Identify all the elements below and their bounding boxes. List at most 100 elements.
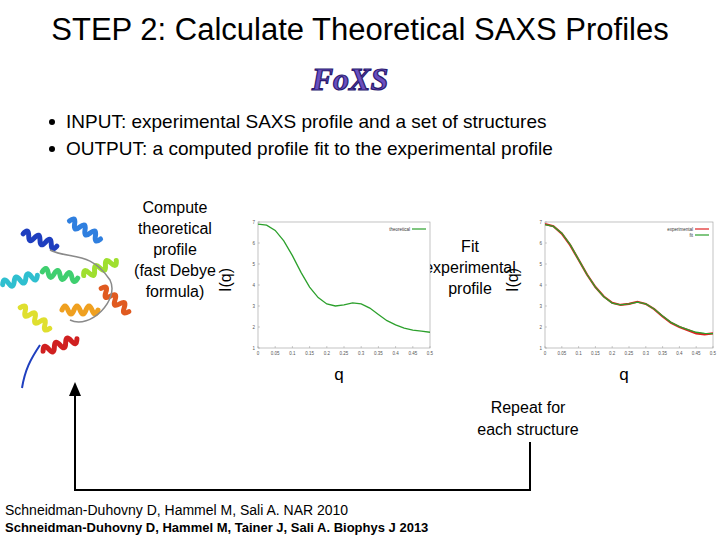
y-tick xyxy=(258,306,260,307)
logo: FoXS xyxy=(311,61,388,97)
legend-label: experimental xyxy=(667,227,693,232)
x-tick xyxy=(275,346,276,348)
y-tick xyxy=(545,285,547,286)
x-tick xyxy=(578,346,579,348)
x-tick xyxy=(292,346,293,348)
x-tick xyxy=(412,346,413,348)
y-tick-label: 5 xyxy=(252,262,255,267)
y-tick xyxy=(545,306,547,307)
x-tick xyxy=(258,346,259,348)
y-tick xyxy=(258,285,260,286)
y-tick xyxy=(545,222,547,223)
plot-frame xyxy=(258,222,430,348)
y-tick xyxy=(545,264,547,265)
helix xyxy=(62,306,98,314)
y-tick xyxy=(258,327,260,328)
y-axis-label: I(q) xyxy=(504,268,521,292)
bullet-dot xyxy=(49,119,55,125)
y-tick-label: 6 xyxy=(252,241,255,246)
y-tick-label: 1 xyxy=(252,346,255,351)
x-tick xyxy=(395,346,396,348)
step-label: profile xyxy=(153,241,197,258)
y-tick-label: 6 xyxy=(539,241,542,246)
profile-line xyxy=(545,225,713,334)
x-tick xyxy=(430,346,431,348)
helix xyxy=(42,268,79,282)
arrow-line xyxy=(75,395,530,490)
x-tick xyxy=(629,346,630,348)
x-tick-label: 0.1 xyxy=(289,351,296,356)
x-tick-label: 0.35 xyxy=(658,351,667,356)
x-tick xyxy=(326,346,327,348)
y-tick-label: 7 xyxy=(252,220,255,225)
x-tick-label: 0 xyxy=(544,351,547,356)
mini-chart: 00.050.10.150.20.250.30.350.40.450.51234… xyxy=(539,220,716,357)
step-label: Fit xyxy=(461,238,479,255)
y-tick-label: 2 xyxy=(252,325,255,330)
legend-swatch xyxy=(695,234,709,235)
helix xyxy=(22,230,59,250)
y-tick xyxy=(545,327,547,328)
y-tick-label: 3 xyxy=(539,304,542,309)
x-tick-label: 0 xyxy=(257,351,260,356)
title: STEP 2: Calculate Theoretical SAXS Profi… xyxy=(51,12,668,47)
y-tick xyxy=(545,243,547,244)
x-tick-label: 0.05 xyxy=(557,351,566,356)
y-tick xyxy=(258,222,260,223)
x-tick-label: 0.5 xyxy=(710,351,717,356)
tail xyxy=(22,345,40,388)
x-tick xyxy=(344,346,345,348)
x-tick-label: 0.3 xyxy=(643,351,650,356)
profile-line xyxy=(545,224,713,334)
y-axis-label: I(q) xyxy=(217,268,234,292)
x-tick xyxy=(612,346,613,348)
profile-line xyxy=(258,224,430,332)
x-tick-label: 0.25 xyxy=(625,351,634,356)
x-tick-label: 0.45 xyxy=(408,351,417,356)
plot-area xyxy=(258,224,430,332)
y-tick-label: 4 xyxy=(539,283,542,288)
y-tick-label: 5 xyxy=(539,262,542,267)
y-tick xyxy=(258,348,260,349)
legend-label: fit xyxy=(689,233,693,238)
helix xyxy=(67,218,102,243)
x-tick xyxy=(309,346,310,348)
x-tick xyxy=(662,346,663,348)
loop-label: Repeat for xyxy=(491,399,566,416)
y-tick-label: 2 xyxy=(539,325,542,330)
bullet-text: INPUT: experimental SAXS profile and a s… xyxy=(66,111,547,132)
arrow-head xyxy=(69,382,81,396)
x-tick xyxy=(679,346,680,348)
x-tick-label: 0.4 xyxy=(392,351,399,356)
legend-label: theoretical xyxy=(389,227,410,232)
x-axis-label: q xyxy=(619,365,628,384)
y-tick-label: 7 xyxy=(539,220,542,225)
x-tick-label: 0.5 xyxy=(427,351,434,356)
helix xyxy=(99,285,132,314)
x-tick xyxy=(645,346,646,348)
y-tick xyxy=(545,348,547,349)
step-label: formula) xyxy=(146,283,205,300)
x-tick xyxy=(595,346,596,348)
x-axis-label: q xyxy=(334,365,343,384)
helix xyxy=(42,335,79,355)
x-tick-label: 0.1 xyxy=(575,351,582,356)
x-tick-label: 0.35 xyxy=(374,351,383,356)
x-tick xyxy=(378,346,379,348)
x-tick xyxy=(361,346,362,348)
step-label: theoretical xyxy=(138,220,212,237)
step-label: profile xyxy=(448,280,492,297)
x-tick-label: 0.25 xyxy=(340,351,349,356)
plot-frame xyxy=(545,222,713,348)
x-tick-label: 0.15 xyxy=(305,351,314,356)
y-tick xyxy=(258,243,260,244)
x-tick xyxy=(713,346,714,348)
reference: Schneidman-Duhovny D, Hammel M, Sali A. … xyxy=(5,502,348,518)
coil xyxy=(50,250,112,322)
x-tick xyxy=(561,346,562,348)
helix xyxy=(18,304,52,331)
mini-chart: 00.050.10.150.20.250.30.350.40.450.51234… xyxy=(252,220,433,357)
y-tick-label: 4 xyxy=(252,283,255,288)
step-label: experimental xyxy=(424,259,516,276)
step-label: Compute xyxy=(143,199,208,216)
